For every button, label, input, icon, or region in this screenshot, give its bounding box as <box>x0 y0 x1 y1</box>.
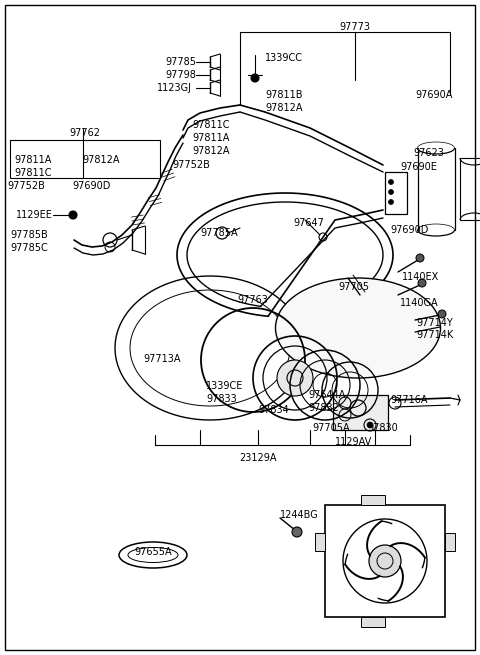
Bar <box>361 617 385 627</box>
Bar <box>315 533 325 551</box>
Text: 1129AV: 1129AV <box>335 437 372 447</box>
Bar <box>385 172 407 214</box>
Text: 1244BG: 1244BG <box>280 510 319 520</box>
Text: 97713A: 97713A <box>143 354 180 364</box>
Text: 97785B: 97785B <box>10 230 48 240</box>
Text: 97811C: 97811C <box>192 120 229 130</box>
Text: 97811A: 97811A <box>14 155 51 165</box>
Text: 97833: 97833 <box>206 394 237 404</box>
Circle shape <box>388 200 394 204</box>
Text: 97811C: 97811C <box>14 168 51 178</box>
Circle shape <box>438 310 446 318</box>
Text: 97752B: 97752B <box>7 181 45 191</box>
Circle shape <box>292 527 302 537</box>
Text: 1339CE: 1339CE <box>206 381 243 391</box>
Text: 97690A: 97690A <box>415 90 452 100</box>
Bar <box>325 505 445 617</box>
Text: 97832: 97832 <box>308 403 339 413</box>
Text: 1339CC: 1339CC <box>265 53 303 63</box>
Bar <box>460 158 480 220</box>
Text: 97716A: 97716A <box>390 395 428 405</box>
Text: 97798: 97798 <box>165 70 196 80</box>
Text: 97647: 97647 <box>293 218 324 228</box>
Text: 97714K: 97714K <box>416 330 453 340</box>
Circle shape <box>416 254 424 262</box>
Text: 97773: 97773 <box>339 22 371 32</box>
Circle shape <box>367 422 373 428</box>
Text: 1123GJ: 1123GJ <box>157 83 192 93</box>
Text: 97623: 97623 <box>413 148 444 158</box>
Text: 97763: 97763 <box>237 295 268 305</box>
Text: 97752B: 97752B <box>172 160 210 170</box>
Text: 97811A: 97811A <box>192 133 229 143</box>
Circle shape <box>251 74 259 82</box>
Text: 97690D: 97690D <box>72 181 110 191</box>
Text: 97834: 97834 <box>258 405 289 415</box>
Text: 97785A: 97785A <box>200 228 238 238</box>
Text: 97714Y: 97714Y <box>416 318 453 328</box>
Text: 97644A: 97644A <box>308 390 346 400</box>
Bar <box>445 533 455 551</box>
Text: 97690D: 97690D <box>390 225 428 235</box>
Text: 1129EE: 1129EE <box>16 210 53 220</box>
Circle shape <box>388 189 394 195</box>
Circle shape <box>277 360 313 396</box>
Bar <box>361 495 385 505</box>
Text: 97811B: 97811B <box>265 90 302 100</box>
Circle shape <box>369 545 401 577</box>
Text: 97690E: 97690E <box>400 162 437 172</box>
Text: 23129A: 23129A <box>239 453 277 463</box>
Bar <box>10 140 160 178</box>
Text: 97812A: 97812A <box>265 103 302 113</box>
Bar <box>333 395 388 430</box>
Text: 97812A: 97812A <box>192 146 229 156</box>
Text: 97785: 97785 <box>165 57 196 67</box>
Text: 97705: 97705 <box>338 282 369 292</box>
Circle shape <box>69 211 77 219</box>
Text: 97655A: 97655A <box>134 547 172 557</box>
Text: 97762: 97762 <box>70 128 100 138</box>
Text: 97812A: 97812A <box>82 155 120 165</box>
Text: 97705A: 97705A <box>312 423 349 433</box>
Text: 1140EX: 1140EX <box>402 272 439 282</box>
Circle shape <box>418 279 426 287</box>
Text: 1140GA: 1140GA <box>400 298 439 308</box>
Circle shape <box>388 179 394 185</box>
Text: 97830: 97830 <box>367 423 398 433</box>
Ellipse shape <box>276 278 441 378</box>
Text: 97785C: 97785C <box>10 243 48 253</box>
